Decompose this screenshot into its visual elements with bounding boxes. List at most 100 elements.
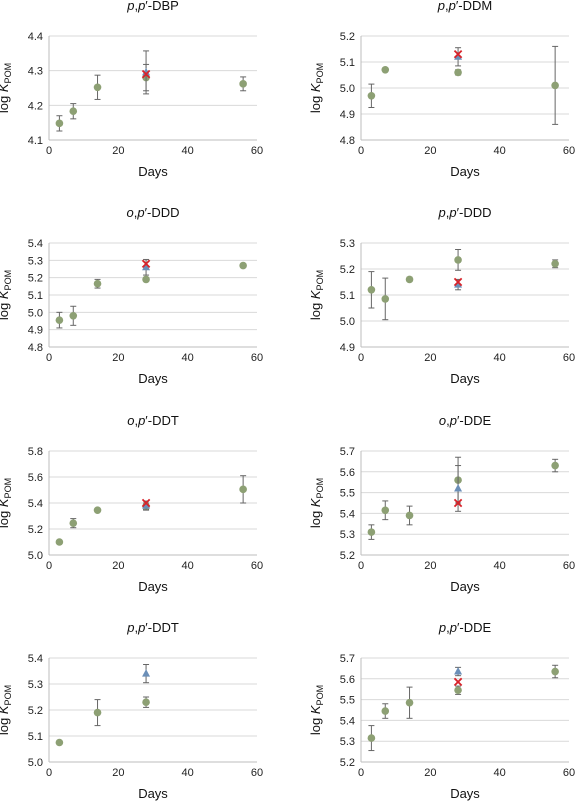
chart-title-part: , — [134, 0, 138, 13]
data-point-circle — [381, 707, 390, 715]
chart-title-part: o — [439, 413, 446, 428]
y-axis-label-k: K — [0, 704, 11, 714]
y-axis-label-sub: POM — [3, 478, 13, 499]
chart-title-part: , — [446, 413, 450, 428]
chart-title-part: ′-DDT — [145, 413, 179, 428]
chart-title-part: p — [126, 0, 134, 13]
x-tick-label: 0 — [358, 767, 364, 779]
y-tick-label: 5.3 — [28, 679, 43, 691]
x-axis-label: Days — [450, 579, 480, 594]
y-axis-label-k: K — [308, 82, 323, 92]
x-tick-label: 60 — [563, 560, 575, 572]
data-point-circle — [405, 275, 414, 284]
y-tick-label: 5.0 — [28, 550, 43, 562]
y-axis-label: log KPOM — [0, 270, 13, 320]
data-point-triangle — [454, 52, 463, 60]
x-tick-label: 0 — [358, 145, 364, 157]
chart-title-part: o — [127, 413, 134, 428]
data-point-circle — [367, 286, 376, 294]
y-axis-label-k: K — [308, 289, 323, 299]
data-point-circle — [239, 80, 247, 88]
y-tick-label: 5.2 — [340, 264, 355, 276]
x-tick-label: 60 — [251, 352, 263, 364]
data-point-triangle — [454, 280, 463, 288]
data-point-circle — [55, 538, 64, 546]
data-point-circle — [551, 667, 559, 676]
data-point-circle — [93, 506, 102, 514]
y-tick-label: 4.1 — [28, 135, 43, 147]
x-tick-label: 40 — [494, 560, 506, 572]
data-point-cross — [453, 277, 463, 287]
data-point-circle — [93, 708, 102, 717]
chart-title-part: ′-DDD — [145, 205, 180, 220]
chart-title-part: p — [449, 413, 457, 428]
chart-title: p,p′-DDD — [437, 205, 491, 220]
x-tick-label: 60 — [563, 352, 575, 364]
data-point-circle — [551, 81, 559, 90]
data-point-circle — [454, 686, 462, 695]
y-tick-label: 4.8 — [340, 135, 355, 147]
x-tick-label: 0 — [358, 352, 364, 364]
y-axis-label-k: K — [0, 289, 11, 299]
chart-title-part: ′-DDD — [457, 205, 492, 220]
y-tick-label: 5.3 — [340, 238, 355, 250]
x-tick-label: 20 — [424, 352, 436, 364]
data-point-circle — [381, 506, 390, 515]
y-tick-label: 5.4 — [28, 653, 43, 665]
y-axis-label-sub: POM — [315, 685, 325, 706]
chart-title-part: ′-DBP — [145, 0, 179, 13]
x-axis-label: Days — [450, 786, 480, 801]
chart-title: o,p′-DDE — [439, 413, 492, 428]
x-tick-label: 20 — [112, 145, 124, 157]
y-tick-label: 5.0 — [340, 316, 355, 328]
y-tick-label: 4.2 — [28, 100, 43, 112]
y-tick-label: 5.2 — [28, 273, 43, 285]
data-point-circle — [405, 698, 414, 707]
y-axis-label-k: K — [0, 82, 11, 92]
chart-title-part: ′-DDM — [456, 0, 492, 13]
y-axis-label-log: log — [308, 299, 323, 320]
x-tick-label: 20 — [424, 560, 436, 572]
x-tick-label: 40 — [182, 352, 194, 364]
y-tick-label: 5.6 — [340, 674, 355, 686]
y-axis-label-log: log — [0, 92, 11, 113]
chart-title-part: , — [134, 620, 138, 635]
y-tick-label: 4.9 — [28, 325, 43, 337]
chart-title: p,p′-DDT — [126, 620, 179, 635]
chart-title-part: , — [446, 620, 450, 635]
chart-title-part: , — [134, 413, 138, 428]
chart-title: o,p′-DDT — [127, 413, 179, 428]
y-axis-label-log: log — [0, 714, 11, 735]
x-axis-label: Days — [450, 371, 480, 386]
x-tick-label: 40 — [494, 145, 506, 157]
y-tick-label: 5.6 — [28, 472, 43, 484]
chart-title: o,p′-DDD — [126, 205, 179, 220]
x-tick-label: 40 — [182, 767, 194, 779]
data-point-triangle — [454, 667, 463, 675]
y-tick-label: 5.2 — [28, 524, 43, 536]
y-tick-label: 5.7 — [340, 446, 355, 458]
y-tick-label: 4.9 — [340, 109, 355, 121]
y-axis-label-sub: POM — [315, 478, 325, 499]
data-point-circle — [93, 83, 102, 92]
chart-title-part: , — [445, 0, 449, 13]
chart-title-part: p — [137, 0, 145, 13]
y-tick-label: 4.9 — [340, 342, 355, 354]
chart-title-part: p — [126, 620, 134, 635]
x-tick-label: 20 — [424, 767, 436, 779]
y-axis-label-log: log — [308, 507, 323, 528]
chart-title-part: p — [448, 0, 456, 13]
data-point-circle — [55, 119, 64, 128]
x-tick-label: 40 — [494, 352, 506, 364]
y-axis-label: log KPOM — [0, 685, 13, 735]
chart-title-part: ′-DDE — [457, 620, 492, 635]
y-tick-label: 5.5 — [340, 488, 355, 500]
x-tick-label: 0 — [46, 767, 52, 779]
y-axis-label-sub: POM — [315, 63, 325, 84]
data-point-cross — [453, 677, 463, 687]
y-axis-label-sub: POM — [3, 685, 13, 706]
